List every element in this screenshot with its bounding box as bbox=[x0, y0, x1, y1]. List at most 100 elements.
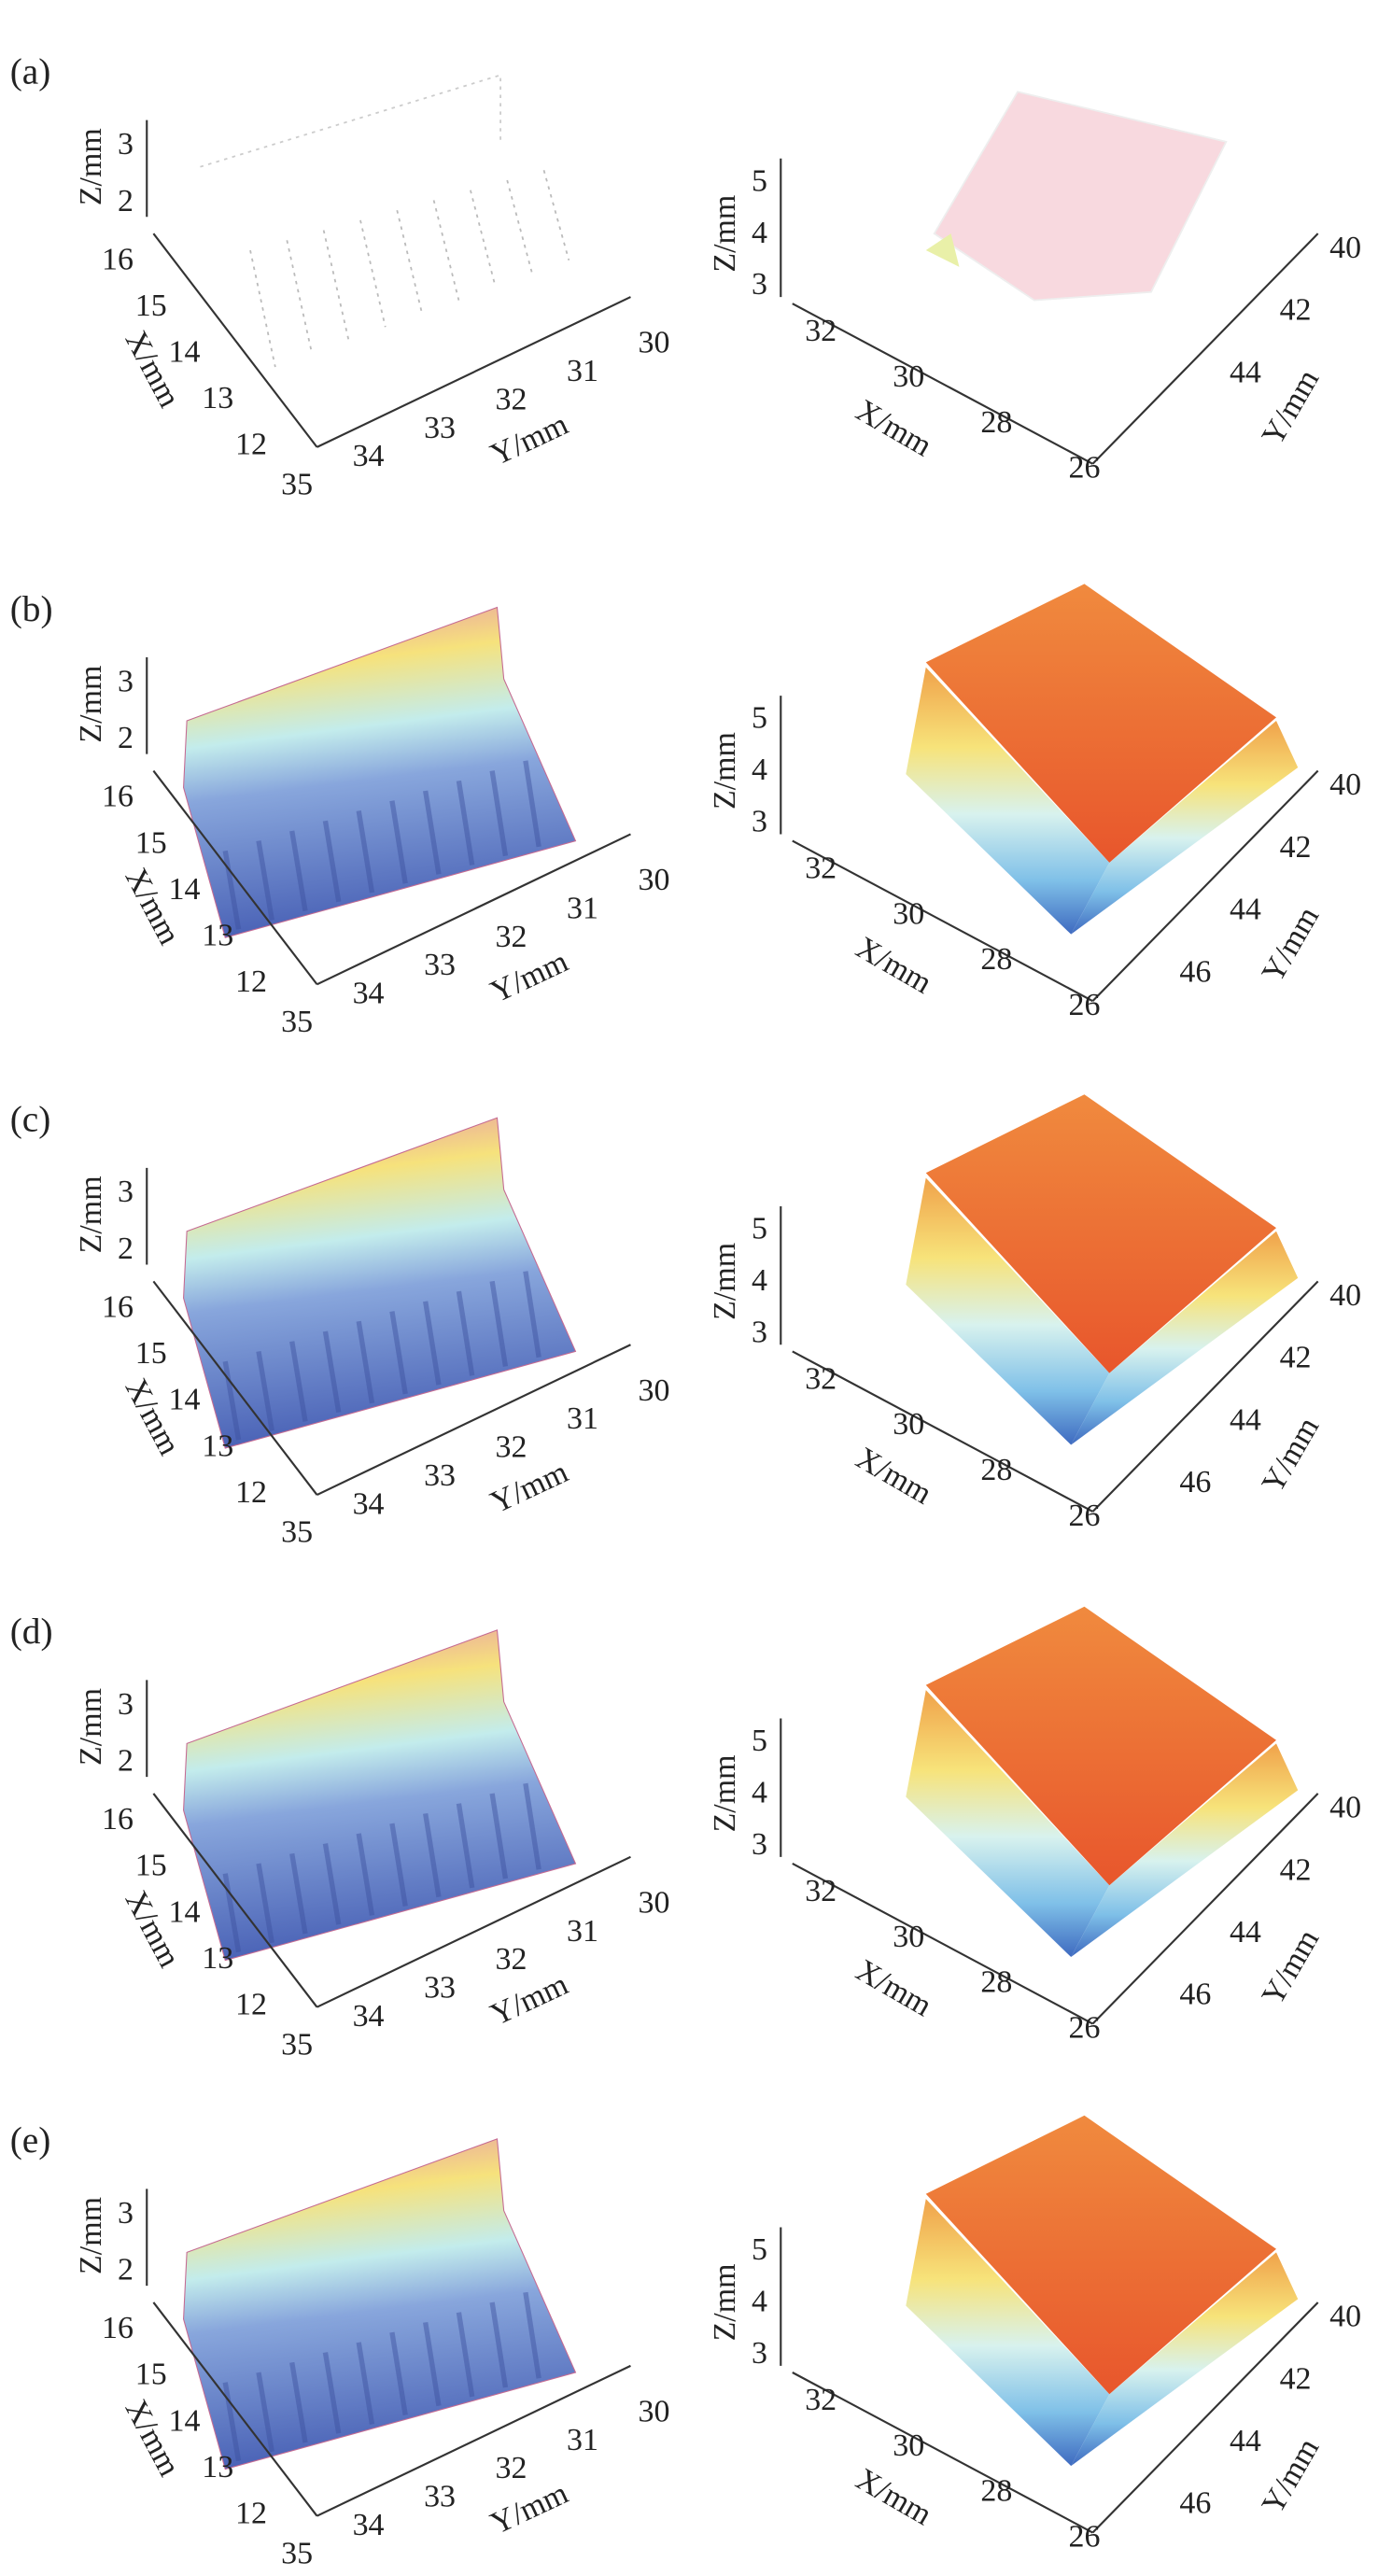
surface-edge bbox=[925, 233, 960, 267]
surface-ridge bbox=[289, 830, 308, 912]
z-tick-label: 4 bbox=[752, 1776, 767, 1810]
y-tick-label: 46 bbox=[1179, 1978, 1211, 2012]
y-axis-label: Y/mm bbox=[1256, 364, 1326, 452]
y-tick-label: 30 bbox=[639, 326, 670, 360]
surface-trace bbox=[470, 190, 497, 288]
y-tick-label: 31 bbox=[567, 891, 598, 925]
y-axis-label: Y/mm bbox=[1256, 901, 1326, 989]
surface-ridge bbox=[456, 780, 475, 866]
surface-side bbox=[906, 1690, 1110, 1958]
y-axis-label: Y/mm bbox=[485, 2476, 573, 2541]
surface-trace bbox=[432, 200, 460, 301]
z-axis-label: Z/mm bbox=[74, 666, 108, 743]
surface-trace bbox=[396, 209, 423, 315]
surface-ridge bbox=[523, 2291, 541, 2379]
x-tick-label: 32 bbox=[805, 2383, 837, 2417]
y-axis-label: Y/mm bbox=[485, 1455, 573, 1520]
surface-ridge bbox=[356, 810, 375, 894]
surface-ridge bbox=[489, 770, 509, 857]
panel-label: (b) bbox=[10, 588, 53, 629]
surface-side bbox=[1071, 1231, 1299, 1445]
x-axis-label: X/mm bbox=[851, 1953, 938, 2023]
surface-side bbox=[906, 1177, 1110, 1445]
x-tick-label: 14 bbox=[168, 335, 200, 370]
axis-line bbox=[1091, 1793, 1319, 2025]
panel: (c)231213141516353433323130Z/mmX/mmY/mm3… bbox=[10, 1094, 1361, 1550]
x-tick-label: 32 bbox=[805, 314, 837, 348]
y-tick-label: 30 bbox=[639, 1373, 670, 1408]
panel: (a)231213141516353433323130Z/mmX/mmY/mm3… bbox=[10, 50, 1361, 501]
x-tick-label: 16 bbox=[102, 1290, 134, 1325]
x-axis-label: X/mm bbox=[851, 1441, 938, 1511]
axis-line bbox=[1091, 1280, 1319, 1513]
panel: (e)231213141516353433323130Z/mmX/mmY/mm3… bbox=[10, 2115, 1361, 2570]
surface-ridge bbox=[322, 1330, 342, 1414]
y-tick-label: 33 bbox=[424, 948, 456, 982]
z-tick-label: 4 bbox=[752, 753, 767, 787]
y-tick-label: 32 bbox=[496, 1430, 527, 1465]
x-tick-label: 12 bbox=[235, 2496, 267, 2530]
y-tick-label: 40 bbox=[1329, 2300, 1361, 2334]
z-tick-label: 3 bbox=[118, 664, 134, 698]
y-tick-label: 34 bbox=[353, 439, 385, 473]
y-tick-label: 33 bbox=[424, 2480, 456, 2514]
axis-line bbox=[1091, 769, 1319, 1002]
axis-line bbox=[792, 1350, 1093, 1513]
surface-trace bbox=[542, 170, 570, 260]
surface-top bbox=[925, 1094, 1276, 1373]
z-tick-label: 3 bbox=[752, 1827, 767, 1862]
y-tick-label: 40 bbox=[1329, 1278, 1361, 1313]
surface-trace bbox=[322, 230, 350, 341]
surface-ridge bbox=[489, 1280, 509, 1367]
x-tick-label: 26 bbox=[1069, 988, 1101, 1022]
x-tick-label: 26 bbox=[1069, 2010, 1101, 2045]
x-tick-label: 12 bbox=[235, 1475, 267, 1510]
x-tick-label: 13 bbox=[202, 381, 233, 415]
z-tick-label: 3 bbox=[752, 2336, 767, 2371]
z-tick-label: 5 bbox=[752, 1724, 767, 1758]
y-tick-label: 32 bbox=[496, 2451, 527, 2485]
y-tick-label: 40 bbox=[1329, 231, 1361, 265]
y-axis-label: Y/mm bbox=[1256, 1412, 1326, 1499]
z-tick-label: 5 bbox=[752, 2232, 767, 2267]
x-tick-label: 26 bbox=[1069, 451, 1101, 486]
surface-ridge bbox=[256, 840, 274, 921]
z-axis-label: Z/mm bbox=[708, 1243, 742, 1320]
z-tick-label: 3 bbox=[118, 1687, 134, 1722]
x-tick-label: 13 bbox=[202, 2450, 233, 2485]
axis-line bbox=[1091, 2302, 1319, 2534]
x-tick-label: 30 bbox=[893, 2428, 924, 2463]
axis-line bbox=[316, 833, 631, 986]
x-tick-label: 14 bbox=[168, 1894, 200, 1929]
surface-ridge bbox=[289, 1341, 308, 1422]
x-tick-label: 32 bbox=[805, 852, 837, 886]
y-tick-label: 42 bbox=[1280, 1341, 1312, 1375]
z-axis-label: Z/mm bbox=[74, 2197, 108, 2274]
y-axis-label: Y/mm bbox=[1256, 2432, 1326, 2520]
y-tick-label: 34 bbox=[353, 2508, 385, 2542]
y-tick-label: 32 bbox=[496, 920, 527, 954]
surface-trace bbox=[359, 219, 387, 328]
surface-ridge bbox=[256, 1350, 274, 1431]
axis-line bbox=[152, 1793, 318, 2008]
y-tick-label: 44 bbox=[1230, 1402, 1261, 1437]
surface-top bbox=[925, 1606, 1276, 1886]
surface-ridge bbox=[456, 1803, 475, 1889]
x-tick-label: 28 bbox=[980, 1965, 1012, 2000]
x-axis-label: X/mm bbox=[851, 930, 938, 1000]
panel-label: (e) bbox=[10, 2119, 51, 2161]
axis-line bbox=[792, 839, 1093, 1003]
surface-side bbox=[1071, 720, 1299, 935]
y-tick-label: 31 bbox=[567, 2423, 598, 2457]
surface-ridge bbox=[289, 1852, 308, 1935]
z-tick-label: 2 bbox=[118, 184, 134, 218]
surface-side bbox=[1071, 1743, 1299, 1958]
x-tick-label: 30 bbox=[893, 1407, 924, 1442]
z-axis-label: Z/mm bbox=[74, 1688, 108, 1766]
x-tick-label: 30 bbox=[893, 359, 924, 394]
z-tick-label: 3 bbox=[752, 1315, 767, 1349]
y-tick-label: 46 bbox=[1179, 954, 1211, 989]
surface bbox=[183, 1117, 577, 1449]
x-tick-label: 16 bbox=[102, 2311, 134, 2345]
